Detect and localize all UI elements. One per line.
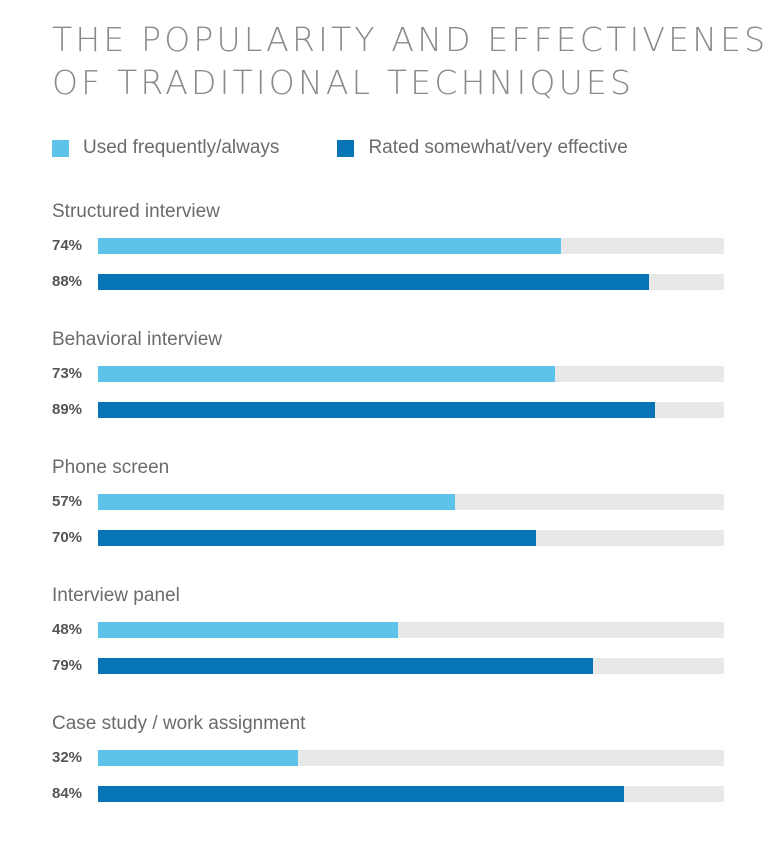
bar-used-interview-panel (98, 622, 398, 638)
bar-rated-structured-interview (98, 274, 649, 290)
value-label-used-behavioral-interview: 73% (52, 365, 83, 382)
category-label-case-study-work-assignment: Case study / work assignment (52, 713, 306, 734)
bar-rated-case-study-work-assignment (98, 786, 624, 802)
value-label-rated-case-study-work-assignment: 84% (52, 785, 83, 802)
bar-track-rated-case-study-work-assignment (98, 786, 724, 802)
bar-track-used-case-study-work-assignment (98, 750, 724, 766)
chart-title-line-2: OF TRADITIONAL TECHNIQUES (52, 63, 635, 102)
bar-track-rated-interview-panel (98, 658, 724, 674)
legend-item-rated: Rated somewhat/very effective (337, 137, 628, 159)
value-label-used-interview-panel: 48% (52, 621, 83, 638)
bar-track-used-phone-screen (98, 494, 724, 510)
value-label-rated-phone-screen: 70% (52, 529, 83, 546)
value-label-rated-structured-interview: 88% (52, 273, 83, 290)
legend-swatch-used (52, 139, 69, 157)
category-label-phone-screen: Phone screen (52, 457, 170, 478)
chart-title: THE POPULARITY AND EFFECTIVENESS OF TRAD… (52, 18, 769, 104)
bar-track-rated-structured-interview (98, 274, 724, 290)
chart-title-line-1: THE POPULARITY AND EFFECTIVENESS (52, 20, 769, 59)
bar-track-used-interview-panel (98, 622, 724, 638)
bar-track-used-structured-interview (98, 238, 724, 254)
value-label-used-case-study-work-assignment: 32% (52, 749, 83, 766)
value-label-used-structured-interview: 74% (52, 237, 83, 254)
legend-label-used: Used frequently/always (83, 137, 280, 158)
value-label-used-phone-screen: 57% (52, 493, 83, 510)
bar-rated-phone-screen (98, 530, 536, 546)
category-label-structured-interview: Structured interview (52, 201, 220, 222)
legend-swatch-rated (337, 139, 355, 157)
bar-used-structured-interview (98, 238, 561, 254)
bar-rated-interview-panel (98, 658, 593, 674)
category-label-interview-panel: Interview panel (52, 585, 180, 606)
bar-track-rated-phone-screen (98, 530, 724, 546)
value-label-rated-behavioral-interview: 89% (52, 401, 83, 418)
bar-used-phone-screen (98, 494, 455, 510)
legend: Used frequently/always Rated somewhat/ve… (52, 137, 686, 159)
legend-item-used: Used frequently/always (52, 137, 279, 159)
category-label-behavioral-interview: Behavioral interview (52, 329, 223, 350)
bar-track-rated-behavioral-interview (98, 402, 724, 418)
bar-used-case-study-work-assignment (98, 750, 298, 766)
bar-track-used-behavioral-interview (98, 366, 724, 382)
value-label-rated-interview-panel: 79% (52, 657, 83, 674)
bar-rated-behavioral-interview (98, 402, 655, 418)
bar-used-behavioral-interview (98, 366, 555, 382)
legend-label-rated: Rated somewhat/very effective (368, 137, 628, 158)
